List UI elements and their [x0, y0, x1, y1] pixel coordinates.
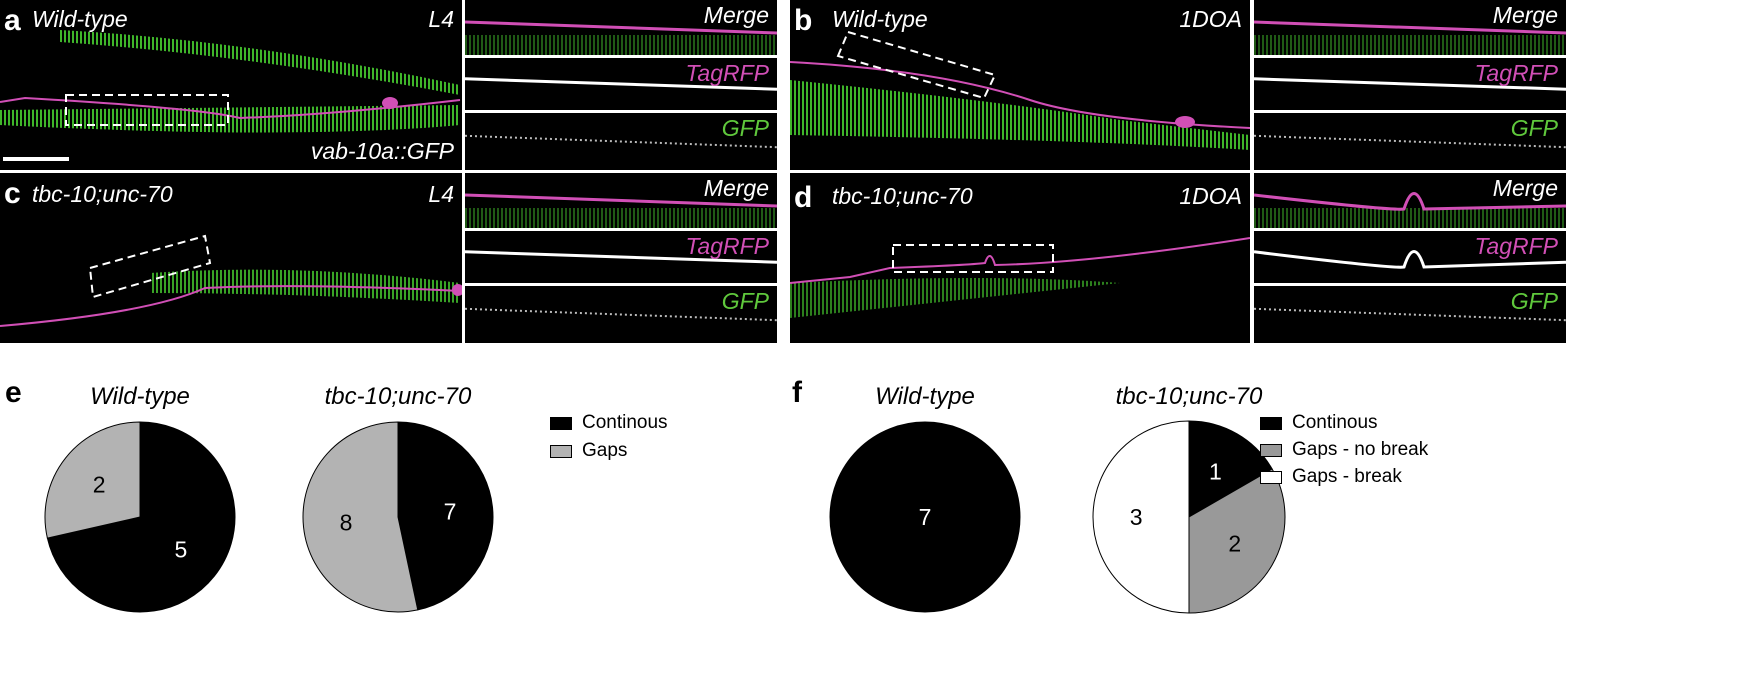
- inset-label-gfp: GFP: [1510, 115, 1558, 141]
- legend-label: Continous: [582, 412, 668, 433]
- inset-d-tagrfp: TagRFP: [1254, 231, 1566, 283]
- inset-label-merge: Merge: [1492, 175, 1558, 201]
- legend-swatch: [1260, 416, 1282, 430]
- inset-b-tagrfp: TagRFP: [1254, 58, 1566, 110]
- legend-f-gaps-break: Gaps - break: [1260, 466, 1402, 488]
- inset-d-gfp: GFP: [1254, 286, 1566, 343]
- inset-d-merge: Merge: [1254, 173, 1566, 228]
- inset-a-tagrfp: TagRFP: [465, 58, 777, 110]
- inset-signal: [465, 20, 777, 55]
- panel-d-image: d tbc-10;unc-70 1DOA: [790, 173, 1250, 343]
- inset-label-gfp: GFP: [1510, 288, 1558, 314]
- pie-slice: [397, 421, 494, 611]
- panel-c-title: tbc-10;unc-70: [32, 181, 173, 207]
- panel-letter-a: a: [4, 4, 21, 37]
- pie-data-label: 2: [93, 471, 106, 497]
- panel-a-image: a Wild-type L4 vab-10a::GFP: [0, 0, 462, 170]
- inset-c-merge: Merge: [465, 173, 777, 228]
- inset-label-merge: Merge: [703, 2, 769, 28]
- legend-f-continuous: Continous: [1260, 412, 1378, 434]
- pie-data-label: 1: [1209, 458, 1222, 484]
- legend-e-continuous: Continous: [550, 412, 668, 434]
- pie-slice: [44, 421, 141, 539]
- inset-b-gfp: GFP: [1254, 113, 1566, 170]
- pie-f-mut-title: tbc-10;unc-70: [1115, 383, 1263, 410]
- inset-signal: [1254, 192, 1566, 228]
- worm-c: [0, 234, 462, 327]
- legend-e-gaps: Gaps: [550, 440, 627, 462]
- panel-b-image: b Wild-type 1DOA: [790, 0, 1250, 170]
- panel-b-title: Wild-type: [832, 6, 928, 32]
- inset-label-tagrfp: TagRFP: [685, 233, 769, 259]
- worm-d: [790, 237, 1250, 318]
- inset-label-merge: Merge: [703, 175, 769, 201]
- legend-f-gaps-no-break: Gaps - no break: [1260, 439, 1428, 461]
- legend-label: Gaps - break: [1292, 466, 1402, 487]
- panel-letter-b: b: [794, 4, 813, 37]
- panel-c-stage: L4: [428, 181, 454, 207]
- legend-swatch: [1260, 470, 1282, 484]
- legend-swatch: [550, 416, 572, 430]
- inset-a-gfp: GFP: [465, 113, 777, 170]
- worm-b: [790, 30, 1250, 150]
- inset-signal: [465, 77, 777, 91]
- pie-data-label: 2: [1228, 530, 1241, 556]
- pie-slice: [46, 421, 236, 613]
- inset-label-gfp: GFP: [721, 288, 769, 314]
- panel-b-stage: 1DOA: [1179, 6, 1242, 32]
- pie-slice: [1092, 420, 1190, 614]
- panel-c-image: c tbc-10;unc-70 L4: [0, 173, 462, 343]
- panel-a-title: Wild-type: [32, 6, 128, 32]
- pie-data-label: 7: [444, 499, 457, 525]
- worm-a: [0, 30, 461, 133]
- panel-d-title: tbc-10;unc-70: [832, 183, 973, 209]
- panel-letter-e: e: [5, 376, 22, 409]
- pie-e-mut-title: tbc-10;unc-70: [324, 383, 472, 410]
- inset-signal: [465, 307, 777, 322]
- inset-a-merge: Merge: [465, 0, 777, 55]
- inset-c-gfp: GFP: [465, 286, 777, 343]
- pie-data-label: 5: [174, 537, 187, 563]
- inset-signal: [465, 134, 777, 149]
- inset-label-merge: Merge: [1492, 2, 1558, 28]
- pie-data-label: 3: [1130, 504, 1143, 530]
- inset-label-tagrfp: TagRFP: [1474, 60, 1558, 86]
- panel-letter-c: c: [4, 177, 21, 210]
- pie-e-wt-title: Wild-type: [90, 383, 190, 410]
- legend-label: Gaps: [582, 440, 628, 461]
- panel-a-stage: L4: [428, 6, 454, 32]
- inset-signal: [1254, 77, 1566, 91]
- inset-signal: [1254, 307, 1566, 322]
- panel-letter-f: f: [792, 376, 802, 409]
- scale-bar: [3, 157, 69, 161]
- inset-signal: [1254, 20, 1566, 55]
- inset-label-tagrfp: TagRFP: [1474, 233, 1558, 259]
- panel-letter-d: d: [794, 181, 813, 214]
- inset-label-gfp: GFP: [721, 115, 769, 141]
- inset-c-tagrfp: TagRFP: [465, 231, 777, 283]
- pie-slice: [1188, 468, 1286, 614]
- legend-label: Gaps - no break: [1292, 439, 1429, 460]
- inset-signal: [1254, 250, 1566, 269]
- inset-b-merge: Merge: [1254, 0, 1566, 55]
- pie-data-label: 8: [340, 509, 353, 535]
- pie-slice: [302, 421, 419, 613]
- inset-label-tagrfp: TagRFP: [685, 60, 769, 86]
- pie-slice: [829, 421, 1021, 613]
- legend-label: Continous: [1292, 412, 1378, 433]
- panel-a-marker: vab-10a::GFP: [310, 138, 454, 164]
- pie-data-label: 7: [919, 504, 932, 530]
- legend-swatch: [1260, 443, 1282, 457]
- panel-d-stage: 1DOA: [1179, 183, 1242, 209]
- pie-f-wt-title: Wild-type: [875, 383, 975, 410]
- inset-signal: [1254, 134, 1566, 149]
- legend-swatch: [550, 444, 572, 458]
- inset-signal: [465, 250, 777, 264]
- inset-signal: [465, 193, 777, 228]
